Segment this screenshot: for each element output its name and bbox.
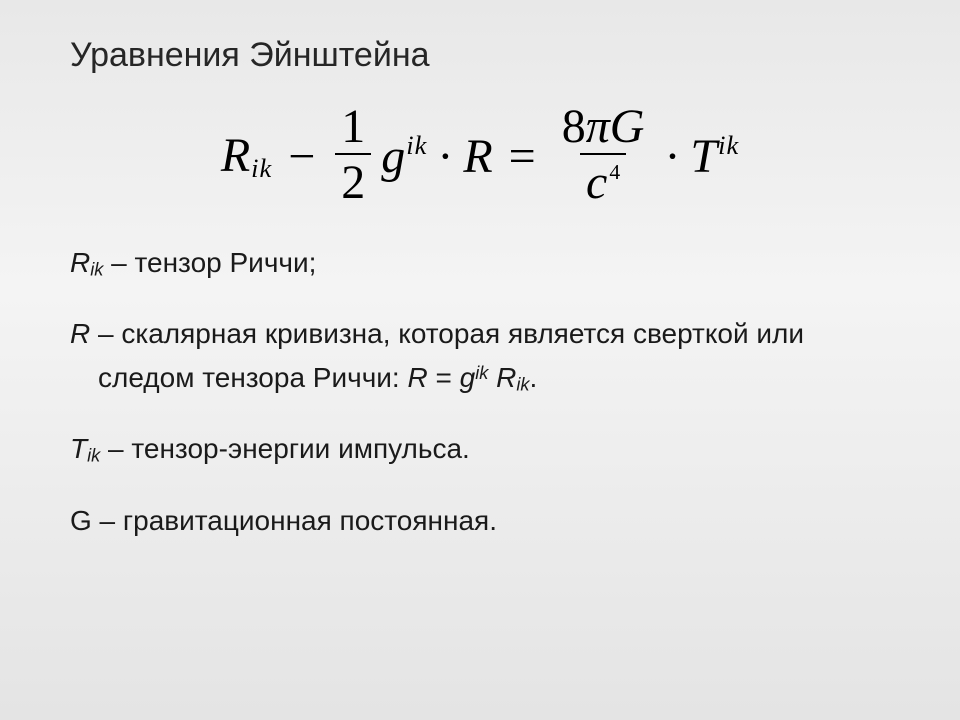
def2-g: g (460, 362, 476, 393)
eq-g: g (381, 130, 405, 183)
def4-sym: G (70, 505, 92, 536)
page-title: Уравнения Эйнштейна (70, 36, 890, 75)
def2-R2: R (496, 362, 516, 393)
def2-sp (488, 362, 496, 393)
def1-txt: – тензор Риччи; (103, 247, 316, 278)
eq-pi: π (586, 100, 610, 153)
eq-rhs-frac: 8πG c4 (556, 103, 651, 209)
def-ricci-tensor: Rik – тензор Риччи; (70, 241, 890, 284)
def1-sub: ik (90, 260, 103, 280)
einstein-equation: Rik − 1 2 gik · R = 8πG c4 · Tik (70, 103, 890, 209)
def2-sym: R (70, 318, 90, 349)
def4-txt: – гравитационная постоянная. (92, 505, 497, 536)
def-stress-energy-tensor: Tik – тензор-энергии импульса. (70, 427, 890, 470)
eq-half: 1 2 (335, 103, 371, 209)
eq-R-sub: ik (251, 153, 272, 183)
eq-dot-2: · (664, 129, 680, 184)
def3-txt: – тензор-энергии импульса. (100, 433, 470, 464)
eq-c: c (586, 156, 607, 209)
eq-R2: R (463, 129, 492, 184)
eq-half-num: 1 (335, 103, 371, 153)
def2-R2sub: ik (516, 374, 529, 394)
def1-sym: R (70, 247, 90, 278)
def3-sub: ik (87, 446, 100, 466)
eq-8: 8 (562, 100, 586, 153)
eq-half-den: 2 (335, 153, 371, 209)
definitions: Rik – тензор Риччи; R – скалярная кривиз… (70, 241, 890, 542)
eq-c-exp: 4 (609, 160, 620, 184)
eq-G: G (610, 100, 645, 153)
eq-dot-1: · (437, 129, 453, 184)
def2-eqR: R (408, 362, 428, 393)
eq-minus: − (288, 129, 315, 184)
eq-R: R (221, 129, 250, 182)
def2-eq: = (428, 362, 460, 393)
def-grav-constant: G – гравитационная постоянная. (70, 499, 890, 542)
def-scalar-curvature: R – скалярная кривизна, которая является… (70, 312, 890, 399)
eq-g-sup: ik (406, 130, 427, 160)
def2-dot: . (530, 362, 538, 393)
eq-T: T (690, 130, 717, 183)
def2-gsup: ik (475, 363, 488, 383)
eq-equals: = (509, 129, 536, 184)
def3-sym: T (70, 433, 87, 464)
eq-T-sup: ik (718, 130, 739, 160)
